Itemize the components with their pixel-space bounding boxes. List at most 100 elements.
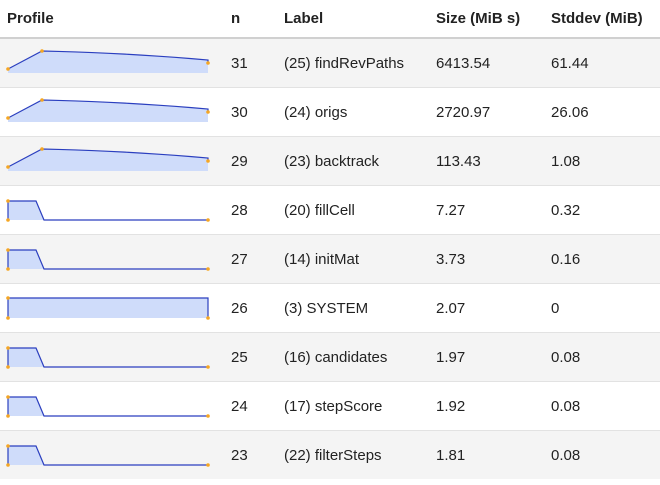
table-row[interactable]: 29 (23) backtrack 113.43 1.08 [0, 136, 660, 186]
size-cell: 1.97 [429, 332, 544, 382]
profile-marker [40, 147, 44, 151]
profile-marker [40, 98, 44, 102]
table-row[interactable]: 28 (20) fillCell 7.27 0.32 [0, 185, 660, 235]
size-cell: 2720.97 [429, 87, 544, 137]
stddev-cell: 1.08 [544, 136, 660, 186]
profile-area [8, 446, 208, 465]
profile-sparkline [6, 49, 210, 73]
profile-cell [0, 283, 224, 333]
n-cell: 27 [224, 234, 277, 284]
n-cell: 26 [224, 283, 277, 333]
stddev-cell: 0.16 [544, 234, 660, 284]
profile-sparkline [6, 444, 210, 467]
profile-sparkline [6, 98, 210, 122]
n-cell: 23 [224, 430, 277, 479]
header-label[interactable]: Label [277, 0, 429, 39]
profile-area [8, 100, 208, 122]
profile-cell [0, 234, 224, 284]
table-row[interactable]: 26 (3) SYSTEM 2.07 0 [0, 283, 660, 333]
table-row[interactable]: 27 (14) initMat 3.73 0.16 [0, 234, 660, 284]
profile-line [7, 148, 209, 168]
size-cell: 2.07 [429, 283, 544, 333]
table-body: 31 (25) findRevPaths 6413.54 61.44 30 (24) or… [0, 37, 660, 479]
profile-marker [6, 67, 10, 71]
profile-cell [0, 136, 224, 186]
n-cell: 28 [224, 185, 277, 235]
size-cell: 113.43 [429, 136, 544, 186]
label-cell: (20) fillCell [277, 185, 429, 235]
profile-marker [206, 463, 210, 467]
profile-marker [6, 296, 10, 300]
stddev-cell: 61.44 [544, 37, 660, 88]
header-size[interactable]: Size (MiB s) [429, 0, 544, 39]
profile-marker [206, 159, 210, 163]
profile-line [7, 99, 209, 119]
stddev-cell: 0.08 [544, 381, 660, 431]
header-stddev[interactable]: Stddev (MiB) [544, 0, 660, 39]
label-cell: (14) initMat [277, 234, 429, 284]
profile-cell [0, 37, 224, 88]
label-cell: (3) SYSTEM [277, 283, 429, 333]
profile-marker [206, 61, 210, 65]
profile-sparkline [6, 147, 210, 171]
size-cell: 1.81 [429, 430, 544, 479]
n-cell: 30 [224, 87, 277, 137]
profile-marker [206, 267, 210, 271]
table-row[interactable]: 30 (24) origs 2720.97 26.06 [0, 87, 660, 137]
label-cell: (22) filterSteps [277, 430, 429, 479]
table-row[interactable]: 31 (25) findRevPaths 6413.54 61.44 [0, 37, 660, 88]
profile-marker [206, 414, 210, 418]
profile-marker [6, 346, 10, 350]
profile-marker [6, 116, 10, 120]
label-cell: (23) backtrack [277, 136, 429, 186]
profile-area [8, 250, 208, 269]
label-cell: (25) findRevPaths [277, 37, 429, 88]
stddev-cell: 0.08 [544, 430, 660, 479]
profile-area [8, 348, 208, 367]
profile-marker [40, 49, 44, 53]
profile-marker [206, 110, 210, 114]
profile-area [8, 397, 208, 416]
profile-line [7, 249, 208, 270]
header-n[interactable]: n [224, 0, 277, 39]
stddev-cell: 0.08 [544, 332, 660, 382]
profile-area [8, 149, 208, 171]
profile-cell [0, 87, 224, 137]
stddev-cell: 26.06 [544, 87, 660, 137]
table-row[interactable]: 24 (17) stepScore 1.92 0.08 [0, 381, 660, 431]
profile-marker [206, 218, 210, 222]
profile-sparkline [6, 346, 210, 369]
header-profile[interactable]: Profile [0, 0, 224, 39]
profile-marker [6, 395, 10, 399]
stddev-cell: 0.32 [544, 185, 660, 235]
table-row[interactable]: 25 (16) candidates 1.97 0.08 [0, 332, 660, 382]
profile-sparkline [6, 395, 210, 418]
label-cell: (17) stepScore [277, 381, 429, 431]
profile-cell [0, 381, 224, 431]
profile-line [7, 445, 208, 466]
profile-area [8, 298, 208, 318]
size-cell: 1.92 [429, 381, 544, 431]
n-cell: 29 [224, 136, 277, 186]
n-cell: 31 [224, 37, 277, 88]
profile-line [7, 347, 208, 368]
profile-cell [0, 185, 224, 235]
profile-marker [6, 165, 10, 169]
size-cell: 7.27 [429, 185, 544, 235]
label-cell: (16) candidates [277, 332, 429, 382]
profile-area [8, 201, 208, 220]
profile-line [7, 396, 208, 417]
size-cell: 6413.54 [429, 37, 544, 88]
profile-area [8, 51, 208, 73]
profile-line [7, 200, 208, 221]
profile-marker [6, 248, 10, 252]
table-row[interactable]: 23 (22) filterSteps 1.81 0.08 [0, 430, 660, 479]
profile-cell [0, 332, 224, 382]
profile-marker [206, 316, 210, 320]
profile-marker [6, 463, 10, 467]
profile-marker [6, 316, 10, 320]
label-cell: (24) origs [277, 87, 429, 137]
profile-sparkline [6, 199, 210, 222]
table-header: Profile n Label Size (MiB s) Stddev (MiB… [0, 0, 660, 39]
